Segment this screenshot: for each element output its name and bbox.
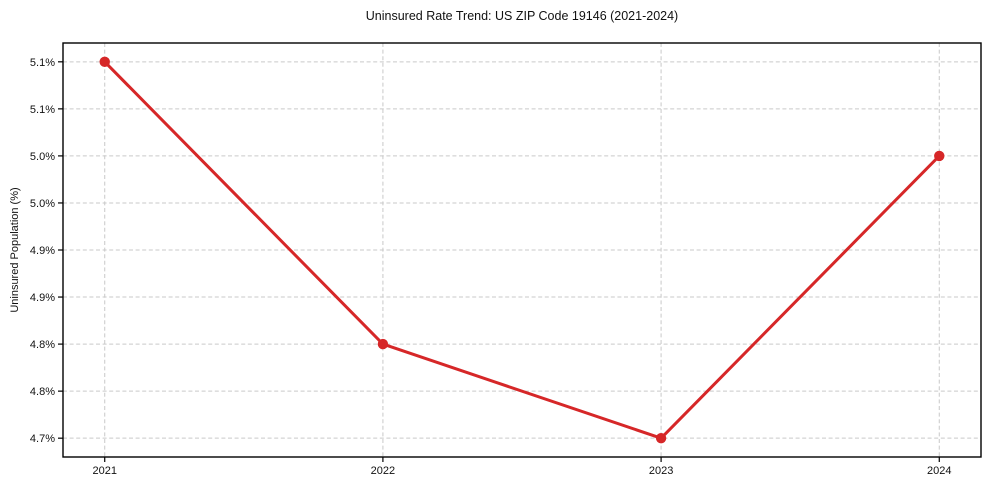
- data-point-marker: [377, 338, 389, 350]
- data-point-marker: [655, 432, 667, 444]
- y-tick-label: 4.7%: [30, 433, 55, 445]
- data-point-marker: [99, 56, 110, 68]
- x-tick-label: 2021: [92, 465, 116, 477]
- x-tick-label: 2022: [371, 465, 395, 477]
- x-tick-label: 2023: [649, 465, 673, 477]
- y-tick-label: 4.8%: [30, 386, 55, 398]
- y-tick-label: 5.1%: [30, 104, 55, 116]
- data-point-marker: [934, 150, 945, 162]
- y-tick-label: 4.8%: [30, 339, 55, 351]
- plot-border: [62, 42, 982, 458]
- chart-title: Uninsured Rate Trend: US ZIP Code 19146 …: [365, 9, 679, 23]
- y-tick-label: 5.0%: [30, 151, 55, 163]
- y-tick-label: 5.1%: [30, 57, 55, 69]
- x-tick-label: 2024: [927, 465, 951, 477]
- y-tick-label: 5.0%: [30, 198, 55, 210]
- trend-line: [103, 60, 941, 440]
- y-tick-label: 4.9%: [30, 292, 55, 304]
- y-tick-label: 4.9%: [30, 245, 55, 257]
